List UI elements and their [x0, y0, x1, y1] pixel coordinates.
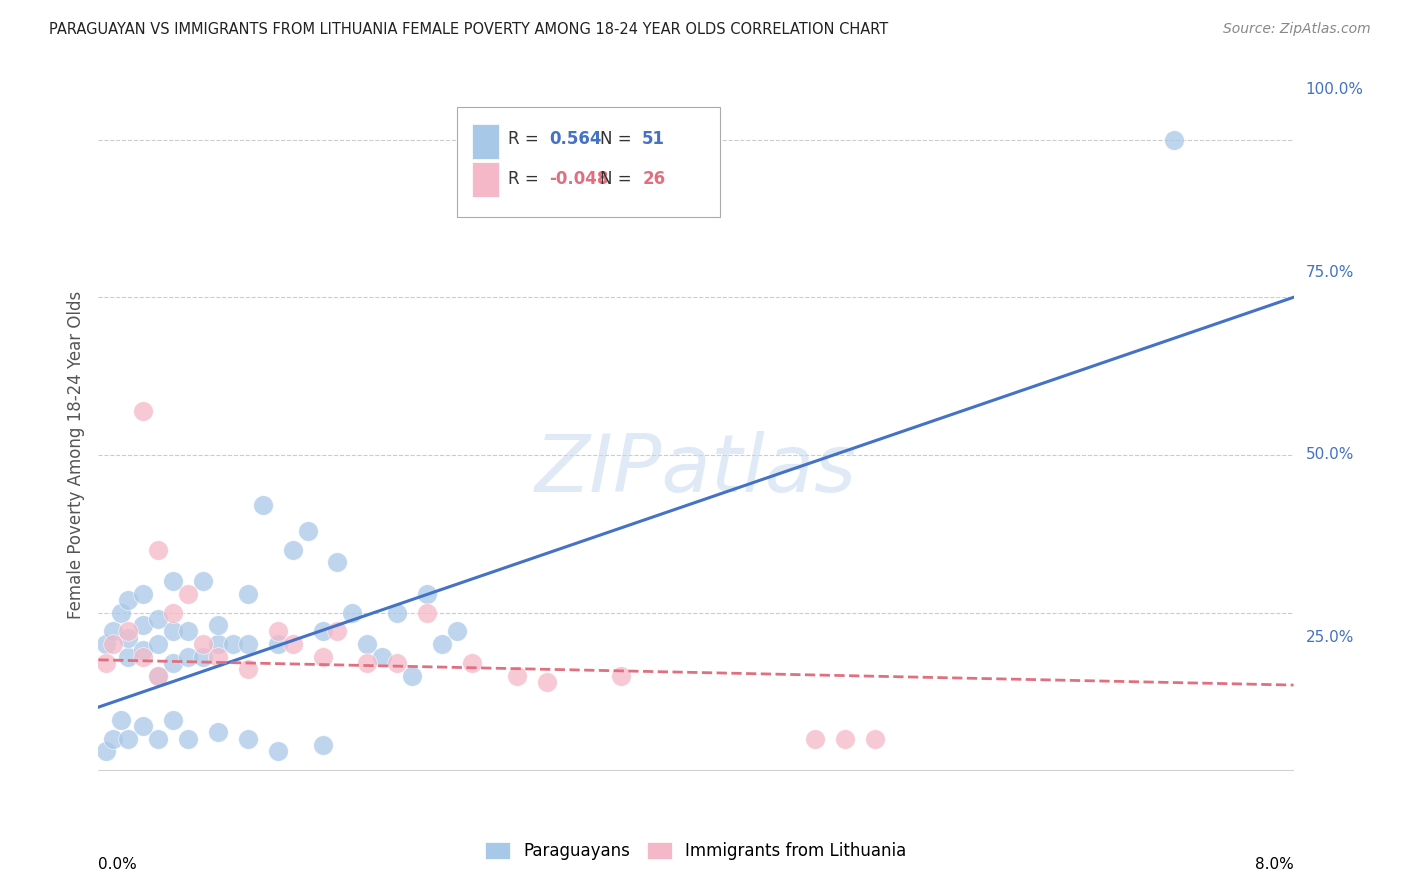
- Text: 0.564: 0.564: [548, 130, 602, 148]
- Point: [177, 624, 200, 639]
- Point: [207, 725, 229, 739]
- Text: 100.0%: 100.0%: [1305, 82, 1364, 96]
- Point: [236, 587, 259, 601]
- Point: [148, 637, 170, 651]
- Point: [103, 731, 125, 746]
- Point: [236, 637, 259, 651]
- Legend: Paraguayans, Immigrants from Lithuania: Paraguayans, Immigrants from Lithuania: [478, 836, 914, 867]
- Point: [207, 637, 229, 651]
- Point: [416, 587, 439, 601]
- Point: [132, 719, 155, 733]
- Point: [94, 656, 117, 670]
- Point: [401, 668, 423, 682]
- Point: [863, 731, 886, 746]
- Point: [222, 637, 245, 651]
- Point: [132, 404, 155, 418]
- Point: [103, 637, 125, 651]
- Point: [371, 649, 394, 664]
- Text: N =: N =: [600, 170, 631, 188]
- Text: Source: ZipAtlas.com: Source: ZipAtlas.com: [1223, 22, 1371, 37]
- Point: [191, 637, 214, 651]
- Y-axis label: Female Poverty Among 18-24 Year Olds: Female Poverty Among 18-24 Year Olds: [66, 291, 84, 619]
- Text: R =: R =: [509, 130, 538, 148]
- Point: [281, 637, 304, 651]
- Point: [162, 574, 184, 588]
- Point: [252, 499, 274, 513]
- Text: 25.0%: 25.0%: [1305, 631, 1354, 645]
- Point: [311, 738, 333, 752]
- Point: [148, 668, 170, 682]
- Point: [326, 555, 349, 569]
- Point: [148, 612, 170, 626]
- Point: [162, 624, 184, 639]
- Point: [110, 713, 132, 727]
- Text: PARAGUAYAN VS IMMIGRANTS FROM LITHUANIA FEMALE POVERTY AMONG 18-24 YEAR OLDS COR: PARAGUAYAN VS IMMIGRANTS FROM LITHUANIA …: [49, 22, 889, 37]
- Point: [117, 649, 139, 664]
- Point: [132, 643, 155, 657]
- Text: 51: 51: [643, 130, 665, 148]
- Point: [132, 587, 155, 601]
- FancyBboxPatch shape: [472, 124, 499, 159]
- Text: 75.0%: 75.0%: [1305, 265, 1354, 279]
- Point: [536, 674, 558, 689]
- Point: [610, 668, 633, 682]
- Point: [267, 637, 290, 651]
- Point: [117, 731, 139, 746]
- Point: [162, 656, 184, 670]
- Text: ZIPatlas: ZIPatlas: [534, 431, 858, 508]
- Point: [311, 649, 333, 664]
- Point: [207, 618, 229, 632]
- Text: 50.0%: 50.0%: [1305, 448, 1354, 462]
- Point: [177, 649, 200, 664]
- Text: R =: R =: [509, 170, 538, 188]
- Point: [117, 631, 139, 645]
- Point: [834, 731, 856, 746]
- Point: [177, 731, 200, 746]
- Point: [148, 731, 170, 746]
- Point: [117, 624, 139, 639]
- Point: [267, 624, 290, 639]
- Point: [1163, 133, 1185, 147]
- Point: [103, 624, 125, 639]
- Point: [281, 542, 304, 557]
- Point: [110, 606, 132, 620]
- Point: [385, 606, 409, 620]
- Point: [804, 731, 827, 746]
- Point: [148, 668, 170, 682]
- Point: [177, 587, 200, 601]
- Point: [430, 637, 453, 651]
- Point: [326, 624, 349, 639]
- Point: [416, 606, 439, 620]
- Point: [385, 656, 409, 670]
- Text: -0.048: -0.048: [548, 170, 609, 188]
- Text: N =: N =: [600, 130, 631, 148]
- Point: [461, 656, 484, 670]
- Point: [191, 649, 214, 664]
- FancyBboxPatch shape: [457, 108, 720, 218]
- Point: [117, 593, 139, 607]
- Point: [236, 731, 259, 746]
- Point: [148, 542, 170, 557]
- Point: [267, 744, 290, 758]
- Point: [132, 649, 155, 664]
- Point: [446, 624, 468, 639]
- Point: [191, 574, 214, 588]
- Point: [207, 649, 229, 664]
- Text: 0.0%: 0.0%: [98, 857, 138, 872]
- Point: [311, 624, 333, 639]
- FancyBboxPatch shape: [472, 162, 499, 197]
- Point: [506, 668, 529, 682]
- Point: [162, 606, 184, 620]
- Point: [162, 713, 184, 727]
- Point: [342, 606, 364, 620]
- Point: [297, 524, 319, 538]
- Point: [236, 662, 259, 676]
- Text: 8.0%: 8.0%: [1254, 857, 1294, 872]
- Point: [356, 656, 378, 670]
- Point: [94, 744, 117, 758]
- Point: [132, 618, 155, 632]
- Point: [356, 637, 378, 651]
- Text: 26: 26: [643, 170, 665, 188]
- Point: [94, 637, 117, 651]
